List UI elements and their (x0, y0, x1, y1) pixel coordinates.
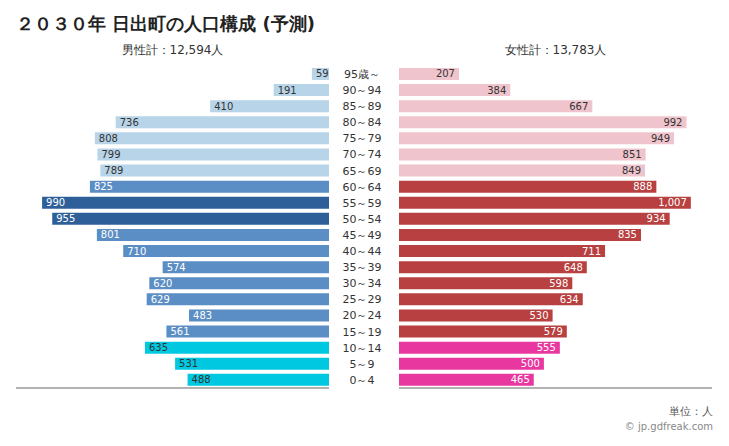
svg-text:20～24: 20～24 (343, 309, 382, 322)
svg-text:410: 410 (214, 101, 233, 112)
svg-text:555: 555 (537, 342, 556, 353)
svg-text:531: 531 (179, 358, 198, 369)
svg-text:789: 789 (104, 165, 123, 176)
svg-text:45～49: 45～49 (343, 229, 382, 242)
svg-text:990: 990 (46, 197, 65, 208)
svg-text:25～29: 25～29 (343, 293, 382, 306)
svg-text:825: 825 (94, 181, 113, 192)
svg-text:835: 835 (618, 229, 637, 240)
svg-text:579: 579 (544, 326, 563, 337)
svg-text:808: 808 (99, 133, 118, 144)
svg-text:59: 59 (316, 68, 329, 79)
svg-text:95歳～: 95歳～ (344, 68, 380, 81)
svg-text:384: 384 (487, 85, 506, 96)
svg-text:667: 667 (569, 101, 588, 112)
svg-text:992: 992 (663, 117, 682, 128)
svg-text:75～79: 75～79 (343, 132, 382, 145)
svg-text:710: 710 (127, 246, 146, 257)
svg-text:5～9: 5～9 (350, 358, 375, 371)
svg-text:888: 888 (633, 181, 652, 192)
svg-text:799: 799 (101, 149, 120, 160)
html-text:女性計：13,783人: 女性計：13,783人 (504, 43, 607, 57)
svg-text:50～54: 50～54 (343, 213, 382, 226)
svg-text:30～34: 30～34 (343, 277, 382, 290)
svg-text:851: 851 (623, 149, 642, 160)
svg-text:35～39: 35～39 (343, 261, 382, 274)
svg-text:80～84: 80～84 (343, 116, 382, 129)
svg-text:488: 488 (192, 374, 211, 385)
svg-text:65～69: 65～69 (343, 165, 382, 178)
svg-text:561: 561 (170, 326, 189, 337)
svg-text:955: 955 (56, 213, 75, 224)
svg-text:530: 530 (530, 310, 549, 321)
svg-text:849: 849 (622, 165, 641, 176)
svg-text:634: 634 (560, 294, 579, 305)
svg-text:55～59: 55～59 (343, 197, 382, 210)
svg-text:711: 711 (582, 246, 601, 257)
svg-text:15～19: 15～19 (343, 326, 382, 339)
svg-text:736: 736 (120, 117, 139, 128)
svg-text:465: 465 (511, 374, 530, 385)
svg-text:500: 500 (521, 358, 540, 369)
svg-text:934: 934 (647, 213, 666, 224)
svg-text:85～89: 85～89 (343, 100, 382, 113)
svg-text:629: 629 (151, 294, 170, 305)
svg-text:635: 635 (149, 342, 168, 353)
svg-text:40～44: 40～44 (343, 245, 382, 258)
html-text:© jp.gdfreak.com: © jp.gdfreak.com (624, 421, 713, 432)
svg-text:574: 574 (167, 262, 186, 273)
svg-text:207: 207 (436, 68, 455, 79)
svg-text:191: 191 (278, 85, 297, 96)
svg-text:90～94: 90～94 (343, 84, 382, 97)
html-text:２０３０年 日出町の人口構成 (予測): ２０３０年 日出町の人口構成 (予測) (16, 13, 315, 34)
svg-text:10～14: 10～14 (343, 342, 382, 355)
svg-text:60～64: 60～64 (343, 181, 382, 194)
svg-text:70～74: 70～74 (343, 148, 382, 161)
html-text:男性計：12,594人: 男性計：12,594人 (121, 43, 224, 57)
svg-text:648: 648 (564, 262, 583, 273)
svg-text:1,007: 1,007 (658, 197, 687, 208)
html-text:単位：人: 単位：人 (669, 405, 713, 418)
svg-text:801: 801 (101, 229, 120, 240)
svg-text:598: 598 (549, 278, 568, 289)
svg-text:949: 949 (651, 133, 670, 144)
svg-text:0～4: 0～4 (350, 374, 375, 387)
svg-text:620: 620 (153, 278, 172, 289)
svg-text:483: 483 (193, 310, 212, 321)
